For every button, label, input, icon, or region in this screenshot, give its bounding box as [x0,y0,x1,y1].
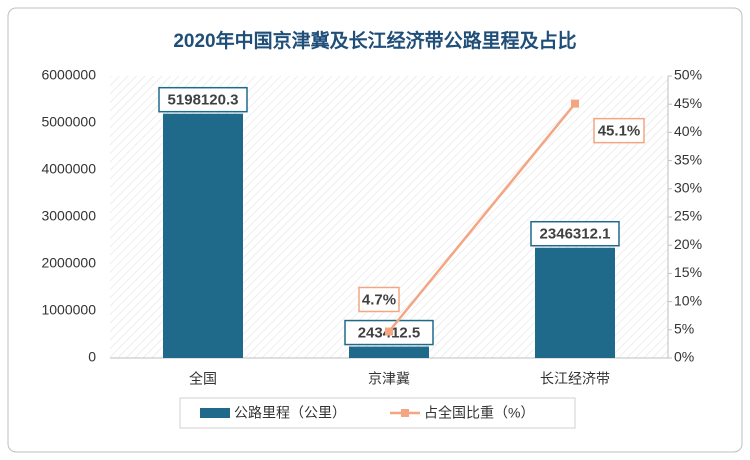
chart-title: 2020年中国京津冀及长江经济带公路里程及占比 [173,29,576,52]
y-tick-label: 6000000 [41,67,96,83]
y-tick-label: 4000000 [41,161,96,177]
y-tick-label: 5000000 [41,114,96,130]
bar-value-label: 5198120.3 [168,92,239,109]
y2-tick-label: 25% [674,208,702,224]
y-tick-label: 1000000 [41,302,96,318]
y2-tick-label: 10% [674,292,702,308]
line-value-label: 45.1% [598,123,641,140]
y2-tick-label: 30% [674,180,702,196]
x-tick-label: 京津冀 [368,371,410,387]
y2-tick-label: 20% [674,236,702,252]
bar [163,113,243,358]
line-value-label-box [358,286,400,313]
legend-swatch [200,408,230,418]
x-tick-label: 长江经济带 [540,371,610,387]
line-marker [385,327,393,336]
legend-label: 占全国比重（%） [424,405,534,421]
line-marker [571,99,579,108]
line-value-label-box [593,117,645,144]
y2-tick-label: 45% [674,95,702,111]
y2-tick-label: 15% [674,264,702,280]
y-tick-label: 3000000 [41,208,96,224]
bar-value-label: 2346312.1 [540,226,611,243]
y-tick-label: 0 [88,349,96,365]
y2-tick-label: 50% [674,67,702,83]
bar-value-label-box [530,220,620,247]
line-value-label: 4.7% [362,291,396,308]
bar [349,346,429,358]
x-tick-label: 全国 [189,371,217,387]
y-tick-label: 2000000 [41,255,96,271]
legend-frame [179,397,576,429]
line [388,102,576,333]
y2-tick-label: 35% [674,151,702,167]
legend-swatch-marker [401,409,409,417]
bar-value-label-box [158,86,248,113]
bar [535,247,615,358]
y2-tick-label: 5% [674,321,694,337]
y2-tick-label: 0% [674,349,694,365]
y2-tick-label: 40% [674,123,702,139]
legend-label: 公路里程（公里） [234,405,346,421]
